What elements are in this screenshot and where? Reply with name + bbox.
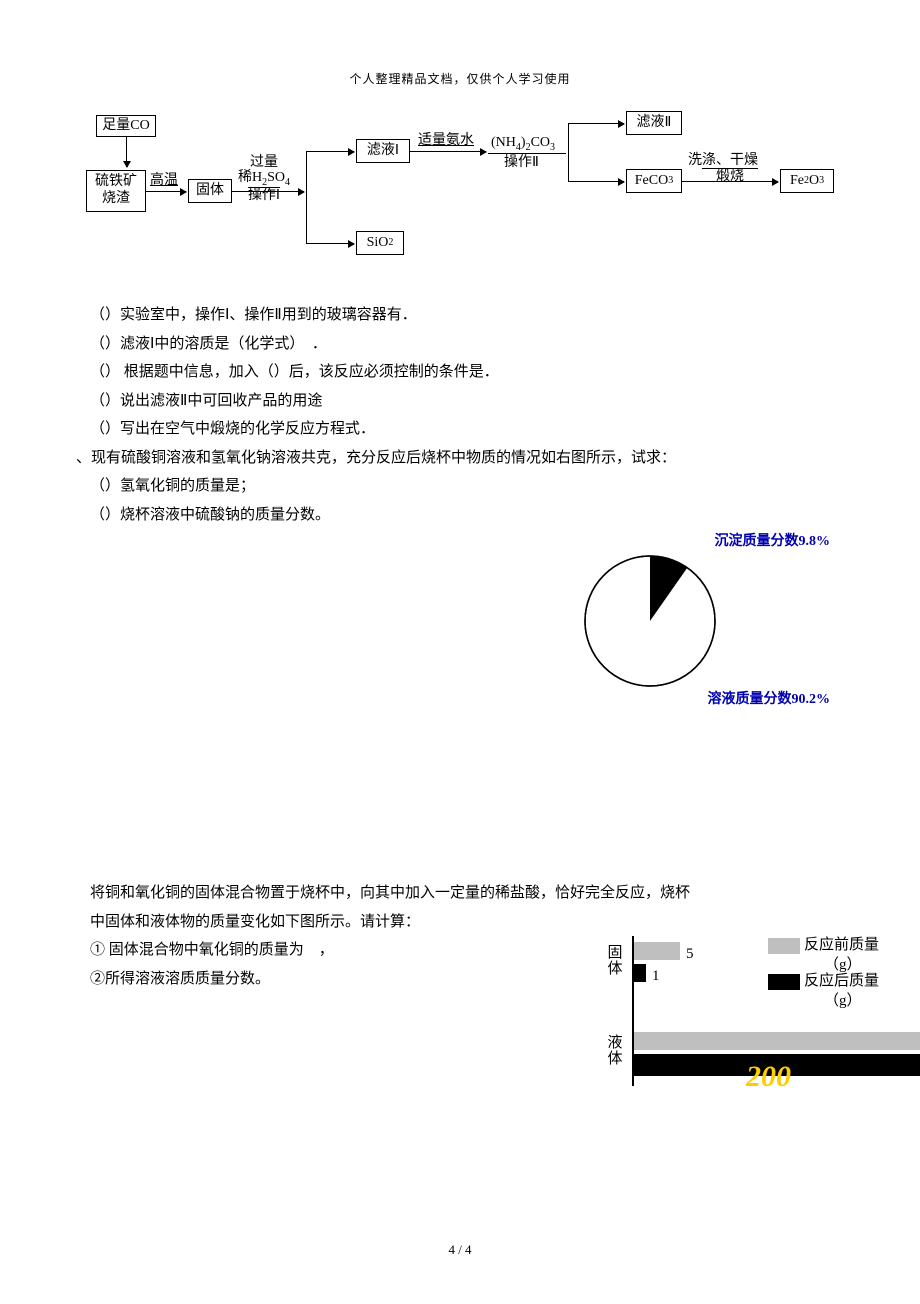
fc-arrow	[410, 151, 486, 152]
q-line: （）氢氧化铜的质量是；	[90, 472, 830, 501]
legend-box-before	[768, 938, 800, 954]
fc-co: 足量CO	[96, 115, 156, 137]
fc-line	[488, 153, 566, 154]
fc-filtrate1: 滤液Ⅰ	[356, 139, 410, 163]
question-block-2: 将铜和氧化铜的固体混合物置于烧杯中，向其中加入一定量的稀盐酸，恰好完全反应，烧杯…	[90, 879, 830, 1106]
q-line: （）说出滤液Ⅱ中可回收产品的用途	[90, 387, 830, 416]
legend-unit: （g）	[824, 993, 862, 1009]
fc-solid: 固体	[188, 179, 232, 203]
fc-wash: 洗涤、干燥 煅烧	[688, 153, 758, 185]
fc-arrow	[306, 151, 354, 152]
fc-arrow	[146, 191, 186, 192]
bar-solid-after	[634, 964, 646, 982]
q-line: 、现有硫酸铜溶液和氢氧化钠溶液共克，充分反应后烧杯中物质的情况如右图所示，试求：	[76, 444, 830, 473]
fc-feco3: FeCO3	[626, 169, 682, 193]
fc-line	[306, 151, 307, 243]
pie-chart-block: 沉淀质量分数9.8% 溶液质量分数90.2%	[90, 529, 830, 719]
header-note: 个人整理精品文档，仅供个人学习使用	[90, 70, 830, 87]
fc-heat: 高温	[150, 173, 178, 189]
fc-filtrate2: 滤液Ⅱ	[626, 111, 682, 135]
p2-line: 将铜和氧化铜的固体混合物置于烧杯中，向其中加入一定量的稀盐酸，恰好完全反应，烧杯	[90, 879, 830, 908]
bar-liquid-value: 200	[746, 1048, 791, 1105]
fc-fe2o3: Fe2O3	[780, 169, 834, 193]
axis-label-liquid: 液 体	[604, 1036, 626, 1068]
flowchart: 足量CO 硫铁矿 烧渣 高温 固体 过量稀H2SO4操作Ⅰ 滤液Ⅰ SiO2 适…	[86, 115, 846, 295]
legend-after: 反应后质量 （g）	[768, 972, 879, 1011]
pie-label-bottom: 溶液质量分数90.2%	[708, 687, 831, 714]
fc-sio2: SiO2	[356, 231, 404, 255]
bar-solid-after-value: 1	[652, 962, 660, 991]
fc-nh4co3: (NH4)2CO3	[491, 135, 555, 153]
fc-ammonia: 适量氨水	[418, 133, 474, 149]
q-line: （）写出在空气中煅烧的化学反应方程式．	[90, 415, 830, 444]
pie-chart	[580, 551, 720, 691]
fc-arrow	[306, 243, 354, 244]
q-line: （） 根据题中信息，加入（）后，该反应必须控制的条件是．	[90, 358, 830, 387]
fc-op2: 操作Ⅱ	[504, 155, 539, 171]
legend-after-text: 反应后质量	[804, 973, 879, 989]
axis-label-solid: 固 体	[604, 946, 626, 978]
legend-before-text: 反应前质量	[804, 937, 879, 953]
fc-arrow	[568, 181, 624, 182]
bar-solid-before-value: 5	[686, 940, 694, 969]
legend-unit: （g）	[824, 957, 862, 973]
q-line: （）滤液Ⅰ中的溶质是（化学式） ．	[90, 330, 830, 359]
legend-before: 反应前质量 （g）	[768, 936, 879, 975]
page-footer: 4 / 4	[0, 1242, 920, 1258]
p2-line: 中固体和液体物的质量变化如下图所示。请计算：	[90, 908, 830, 937]
fc-h2so4: 过量稀H2SO4操作Ⅰ	[238, 155, 290, 204]
fc-line	[568, 123, 569, 181]
question-block-1: （）实验室中，操作Ⅰ、操作Ⅱ用到的玻璃容器有． （）滤液Ⅰ中的溶质是（化学式） …	[90, 301, 830, 719]
fc-arrow	[126, 137, 127, 167]
q-line: （）实验室中，操作Ⅰ、操作Ⅱ用到的玻璃容器有．	[90, 301, 830, 330]
fc-ore: 硫铁矿 烧渣	[86, 170, 146, 212]
pie-label-top: 沉淀质量分数9.8%	[715, 529, 831, 556]
fc-arrow	[568, 123, 624, 124]
bar-chart: 固 体 5 1 反应前质量 （g） 反应后质量 （g） 液 体	[598, 936, 920, 1096]
legend-box-after	[768, 974, 800, 990]
q-line: （）烧杯溶液中硫酸钠的质量分数。	[90, 501, 830, 530]
bar-solid-before	[634, 942, 680, 960]
